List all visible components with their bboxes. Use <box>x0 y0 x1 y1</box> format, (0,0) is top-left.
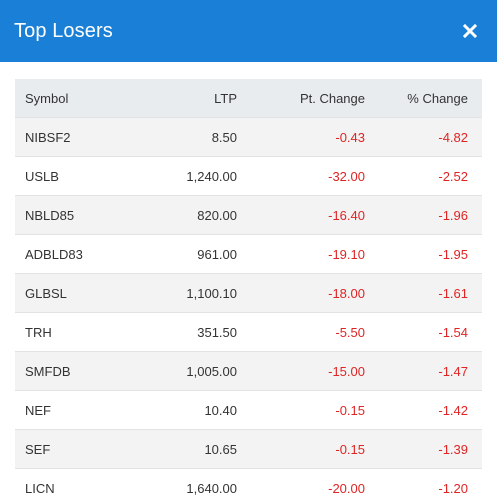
table-row: NBLD85 820.00 -16.40 -1.96 <box>15 195 482 235</box>
ltp-cell: 1,005.00 <box>186 363 237 379</box>
pt-change-cell: -16.40 <box>328 207 365 223</box>
ltp-cell: 351.50 <box>197 324 237 340</box>
table-body: NIBSF2 8.50 -0.43 -4.82 USLB 1,240.00 -3… <box>15 117 482 503</box>
ltp-cell: 1,240.00 <box>186 168 237 184</box>
table-row: LICN 1,640.00 -20.00 -1.20 <box>15 468 482 503</box>
ltp-cell: 10.65 <box>204 441 237 457</box>
table-row: NEF 10.40 -0.15 -1.42 <box>15 390 482 430</box>
ltp-cell: 961.00 <box>197 246 237 262</box>
table-row: NIBSF2 8.50 -0.43 -4.82 <box>15 117 482 157</box>
losers-table: Symbol LTP Pt. Change % Change NIBSF2 8.… <box>15 79 482 503</box>
table-row: ADBLD83 961.00 -19.10 -1.95 <box>15 234 482 274</box>
pct-change-cell: -1.96 <box>438 207 468 223</box>
table-row: TRH 351.50 -5.50 -1.54 <box>15 312 482 352</box>
ltp-cell: 10.40 <box>204 402 237 418</box>
close-icon <box>463 24 477 38</box>
ltp-cell: 1,640.00 <box>186 480 237 496</box>
pt-change-cell: -19.10 <box>328 246 365 262</box>
pt-change-cell: -15.00 <box>328 363 365 379</box>
table-header: Symbol LTP Pt. Change % Change <box>15 79 482 118</box>
symbol-cell: SMFDB <box>25 363 71 379</box>
pct-change-cell: -1.47 <box>438 363 468 379</box>
table-row: USLB 1,240.00 -32.00 -2.52 <box>15 156 482 196</box>
table-row: GLBSL 1,100.10 -18.00 -1.61 <box>15 273 482 313</box>
pct-change-cell: -1.54 <box>438 324 468 340</box>
pt-change-cell: -18.00 <box>328 285 365 301</box>
symbol-cell: GLBSL <box>25 285 67 301</box>
pct-change-cell: -1.95 <box>438 246 468 262</box>
symbol-cell: NIBSF2 <box>25 129 71 145</box>
pct-change-cell: -1.39 <box>438 441 468 457</box>
table-row: SEF 10.65 -0.15 -1.39 <box>15 429 482 469</box>
column-header-pct-change: % Change <box>407 90 468 106</box>
pt-change-cell: -0.43 <box>335 129 365 145</box>
pct-change-cell: -4.82 <box>438 129 468 145</box>
pct-change-cell: -1.61 <box>438 285 468 301</box>
column-header-ltp: LTP <box>214 90 237 106</box>
close-button[interactable] <box>458 19 482 43</box>
symbol-cell: TRH <box>25 324 52 340</box>
modal-title: Top Losers <box>14 19 113 42</box>
table-row: SMFDB 1,005.00 -15.00 -1.47 <box>15 351 482 391</box>
symbol-cell: SEF <box>25 441 51 457</box>
symbol-cell: USLB <box>25 168 59 184</box>
pct-change-cell: -1.42 <box>438 402 468 418</box>
symbol-cell: NBLD85 <box>25 207 75 223</box>
ltp-cell: 820.00 <box>197 207 237 223</box>
losers-table-container: Symbol LTP Pt. Change % Change NIBSF2 8.… <box>15 79 482 503</box>
pt-change-cell: -5.50 <box>335 324 365 340</box>
column-header-pt-change: Pt. Change <box>299 90 365 106</box>
pt-change-cell: -0.15 <box>335 441 365 457</box>
pt-change-cell: -20.00 <box>328 480 365 496</box>
pct-change-cell: -1.20 <box>438 480 468 496</box>
ltp-cell: 1,100.10 <box>186 285 237 301</box>
pt-change-cell: -0.15 <box>335 402 365 418</box>
table-header-row: Symbol LTP Pt. Change % Change <box>15 79 482 118</box>
pt-change-cell: -32.00 <box>328 168 365 184</box>
modal-header: Top Losers <box>0 0 497 62</box>
symbol-cell: NEF <box>25 402 51 418</box>
symbol-cell: ADBLD83 <box>25 246 83 262</box>
ltp-cell: 8.50 <box>211 129 237 145</box>
column-header-symbol: Symbol <box>25 90 69 106</box>
symbol-cell: LICN <box>25 480 55 496</box>
pct-change-cell: -2.52 <box>438 168 468 184</box>
